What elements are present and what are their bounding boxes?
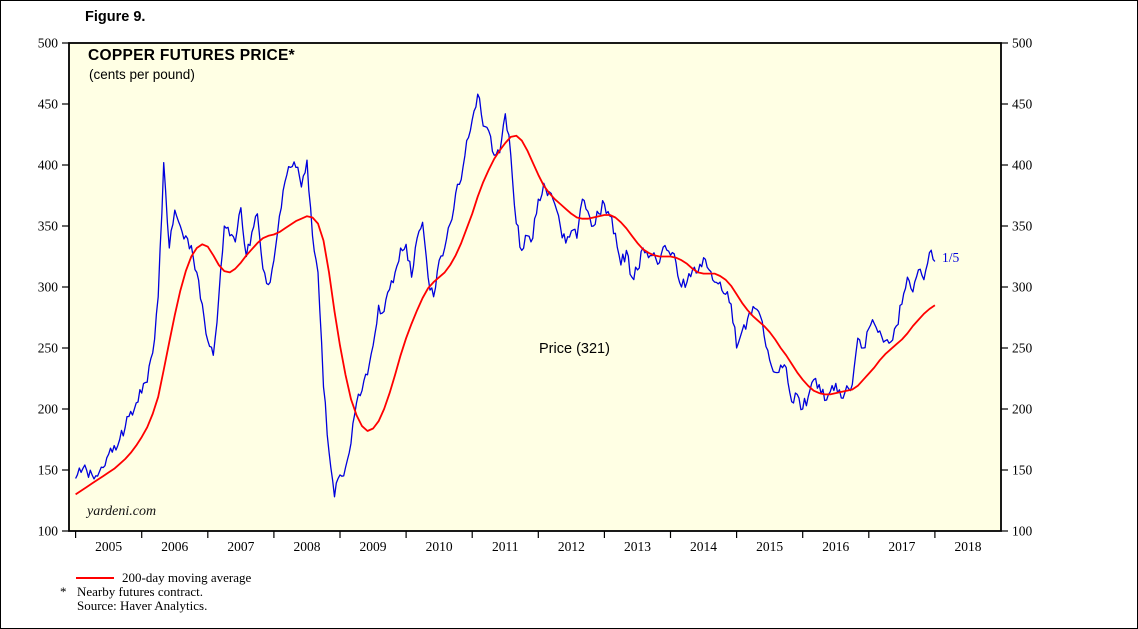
svg-text:2014: 2014 — [690, 539, 717, 554]
svg-text:2016: 2016 — [822, 539, 849, 554]
footnote-asterisk: * — [60, 584, 67, 599]
svg-text:2009: 2009 — [360, 539, 387, 554]
legend-label: 200-day moving average — [122, 570, 252, 585]
svg-text:2011: 2011 — [492, 539, 519, 554]
svg-text:450: 450 — [38, 97, 59, 112]
svg-text:2008: 2008 — [293, 539, 320, 554]
svg-text:250: 250 — [38, 341, 59, 356]
svg-text:2015: 2015 — [756, 539, 783, 554]
svg-text:2006: 2006 — [161, 539, 188, 554]
svg-text:200: 200 — [1012, 402, 1033, 417]
y-axis: 100 100 150 150 200 200 250 250 300 300 350 350 400 4… — [38, 36, 1033, 539]
moving-average-line — [75, 134, 936, 496]
svg-text:2012: 2012 — [558, 539, 585, 554]
chart-title: COPPER FUTURES PRICE* — [88, 47, 295, 64]
svg-text:300: 300 — [38, 280, 59, 295]
svg-text:400: 400 — [38, 158, 59, 173]
svg-text:150: 150 — [38, 463, 59, 478]
svg-text:300: 300 — [1012, 280, 1033, 295]
svg-text:250: 250 — [1012, 341, 1033, 356]
plot-frame — [68, 42, 1002, 532]
svg-text:350: 350 — [38, 219, 59, 234]
chart-subtitle: (cents per pound) — [89, 67, 195, 82]
svg-text:2018: 2018 — [954, 539, 981, 554]
svg-text:450: 450 — [1012, 97, 1033, 112]
svg-text:200: 200 — [38, 402, 59, 417]
latest-date-annotation: 1/5 — [942, 250, 960, 265]
svg-text:500: 500 — [1012, 36, 1033, 51]
svg-text:100: 100 — [38, 524, 59, 539]
legend: 200-day moving average — [76, 570, 251, 586]
price-line — [75, 93, 936, 498]
svg-text:150: 150 — [1012, 463, 1033, 478]
source-text: Source: Haver Analytics. — [77, 598, 208, 613]
svg-text:400: 400 — [1012, 158, 1033, 173]
footnote-text: Nearby futures contract. — [77, 584, 203, 599]
svg-text:500: 500 — [38, 36, 59, 51]
svg-text:2010: 2010 — [426, 539, 453, 554]
yardeni-watermark: yardeni.com — [87, 504, 157, 519]
price-series-label: Price (321) — [539, 341, 610, 357]
svg-text:350: 350 — [1012, 219, 1033, 234]
svg-text:100: 100 — [1012, 524, 1033, 539]
svg-text:2007: 2007 — [227, 539, 254, 554]
svg-text:2017: 2017 — [888, 539, 915, 554]
moving-average-line-swatch — [76, 577, 114, 579]
figure-label: Figure 9. — [85, 9, 146, 25]
plot-area — [69, 43, 1001, 531]
x-axis: 2005 2006 2007 2008 2009 2010 2011 2012 2013 2014… — [75, 531, 982, 554]
svg-text:2005: 2005 — [95, 539, 122, 554]
svg-text:2013: 2013 — [624, 539, 651, 554]
